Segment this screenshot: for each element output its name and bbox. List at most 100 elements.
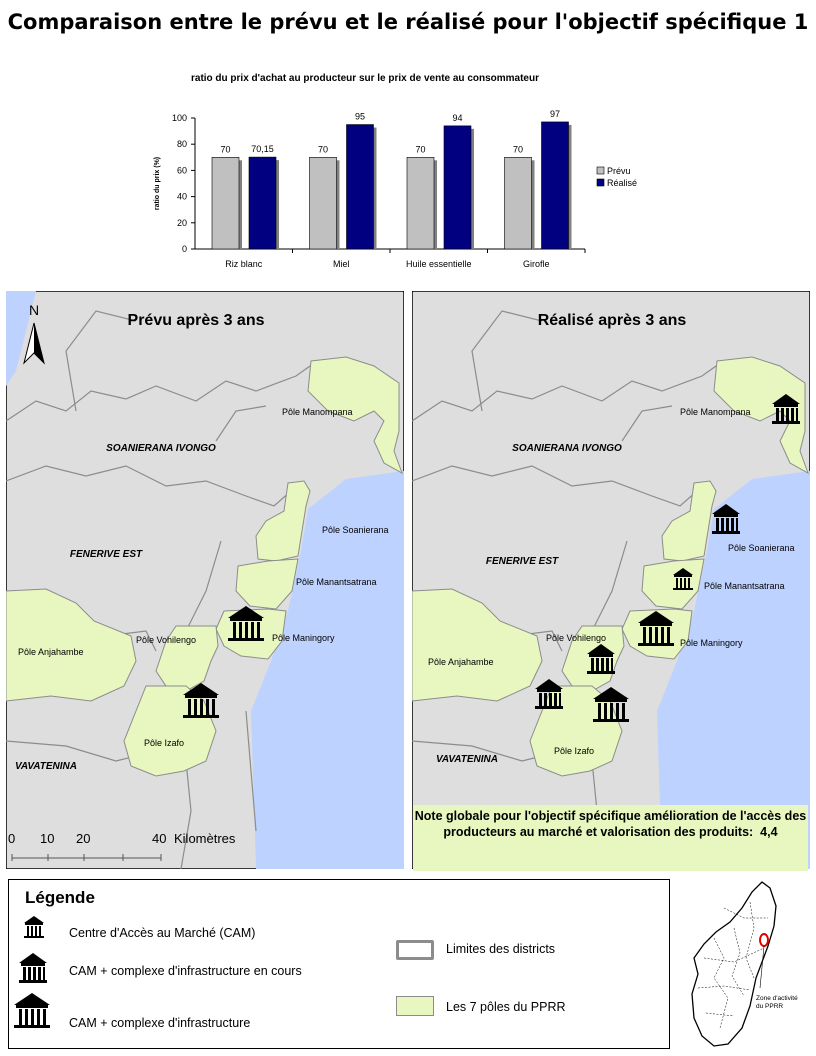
bar (504, 157, 532, 250)
chart-title: ratio du prix d'achat au producteur sur … (190, 73, 539, 84)
legend-swatch (596, 166, 605, 175)
sea (251, 471, 404, 869)
district-label: FENERIVE EST (486, 556, 559, 567)
pole-label: Pôle Izafo (554, 746, 594, 756)
pole-anjahambe (412, 588, 543, 702)
y-axis-label: ratio du prix (%) (154, 157, 161, 210)
y-tick-label: 60 (177, 165, 187, 175)
pole-label: Pôle Vohilengo (136, 635, 196, 645)
y-tick-label: 20 (177, 218, 187, 228)
page-title: Comparaison entre le prévu et le réalisé… (7, 10, 809, 34)
cam-building-icon (712, 504, 740, 534)
district-limits-swatch (396, 940, 434, 960)
cam-icon (24, 916, 44, 938)
map-realise: Réalisé après 3 ans SOANIERANA IVONGO FE… (412, 291, 810, 869)
cam-building-icon (19, 953, 47, 983)
note-text: Note globale pour l'objectif spécifique … (414, 809, 807, 839)
north-arrow-icon: N (23, 302, 45, 365)
inset-label: Zone d'activité du PPRR (756, 995, 798, 1010)
bar (309, 157, 337, 250)
cam-building-icon (772, 394, 800, 424)
pole-label: Pôle Maningory (680, 638, 743, 648)
district-label: SOANIERANA IVONGO (512, 443, 622, 454)
pole-vohilengo (155, 625, 219, 692)
legend-cam-label: Centre d'Accès au Marché (CAM) (69, 926, 256, 940)
inset-map (691, 881, 777, 1047)
svg-text:0: 0 (8, 831, 15, 846)
pole-label: Pôle Manantsatrana (704, 581, 785, 591)
pole-manompana (307, 356, 403, 475)
scale-bar: 0 10 20 40 Kilomètres (8, 831, 236, 861)
map-title: Réalisé après 3 ans (538, 312, 687, 329)
pole-label: Pôle Vohilengo (546, 633, 606, 643)
pole-label: Pôle Soanierana (322, 525, 389, 535)
x-tick-label: Girofle (523, 259, 550, 269)
data-label: 97 (550, 109, 560, 119)
cam-building-icon (535, 679, 563, 709)
legend-cam-complex-label: CAM + complexe d'infrastructure (69, 1016, 251, 1030)
map-title: Prévu après 3 ans (128, 312, 265, 329)
x-tick-label: Huile essentielle (406, 259, 472, 269)
legend-title: Légende (25, 888, 95, 907)
district-label: SOANIERANA IVONGO (106, 443, 216, 454)
x-tick-label: Riz blanc (225, 259, 263, 269)
y-tick-label: 80 (177, 139, 187, 149)
map-prevu: Prévu après 3 ans N SOANIERANA IVONGO FE… (6, 291, 404, 869)
legend-label: Prévu (607, 166, 631, 176)
pole-manantsatrana (641, 558, 705, 610)
legend-cam-building-label: CAM + complexe d'infrastructure en cours (69, 964, 302, 978)
bar (346, 124, 374, 250)
data-label: 70 (513, 144, 523, 154)
poles-swatch (396, 996, 434, 1016)
svg-text:10: 10 (40, 831, 54, 846)
pole-anjahambe (6, 588, 137, 702)
cam-complex-icon (14, 993, 50, 1028)
pole-label: Pôle Maningory (272, 633, 335, 643)
sea (657, 471, 810, 869)
pole-label: Pôle Soanierana (728, 543, 795, 553)
svg-text:Kilomètres: Kilomètres (174, 831, 236, 846)
legend: Légende Centre d'Accès au Marché (CAM) C… (8, 879, 670, 1049)
sea (6, 291, 36, 386)
legend-district-label: Limites des districts (446, 942, 556, 956)
cam-complex-icon (183, 683, 219, 718)
bar-chart: 0 20 40 60 80 100 ratio du prix (%) 70 70,15 Riz … (154, 109, 637, 269)
data-label: 94 (452, 113, 462, 123)
y-tick-label: 40 (177, 192, 187, 202)
cam-building-icon (587, 644, 615, 674)
bar (406, 157, 435, 250)
legend-swatch (596, 178, 605, 187)
x-tick-label: Miel (333, 259, 350, 269)
pole-label: Pôle Manompana (680, 407, 751, 417)
pole-label: Pôle Manantsatrana (296, 577, 377, 587)
cam-complex-icon (228, 606, 264, 641)
district-label: VAVATENINA (15, 761, 77, 772)
svg-text:N: N (29, 302, 39, 318)
data-label: 95 (355, 112, 365, 122)
svg-text:40: 40 (152, 831, 166, 846)
bar (541, 121, 569, 250)
data-label: 70 (220, 144, 230, 154)
cam-complex-icon (593, 687, 629, 722)
district-label: VAVATENINA (436, 754, 498, 765)
y-tick-label: 100 (172, 113, 187, 123)
legend-label: Réalisé (607, 178, 637, 188)
pole-manantsatrana (235, 558, 299, 610)
bar (443, 125, 472, 250)
pole-label: Pôle Manompana (282, 407, 353, 417)
bar (211, 157, 240, 250)
cam-icon (673, 568, 693, 590)
pole-label: Pôle Anjahambe (428, 657, 494, 667)
data-label: 70 (415, 144, 425, 154)
pole-manompana (713, 356, 809, 475)
data-label: 70 (318, 144, 328, 154)
legend-poles-label: Les 7 pôles du PPRR (446, 1000, 566, 1014)
note-score: 4,4 (760, 825, 778, 839)
cam-complex-icon (638, 611, 674, 646)
bar (248, 156, 277, 250)
district-label: FENERIVE EST (70, 549, 143, 560)
global-note: Note globale pour l'objectif spécifique … (413, 805, 808, 871)
pole-label: Pôle Anjahambe (18, 647, 84, 657)
pole-label: Pôle Izafo (144, 738, 184, 748)
data-label: 70,15 (251, 144, 274, 154)
